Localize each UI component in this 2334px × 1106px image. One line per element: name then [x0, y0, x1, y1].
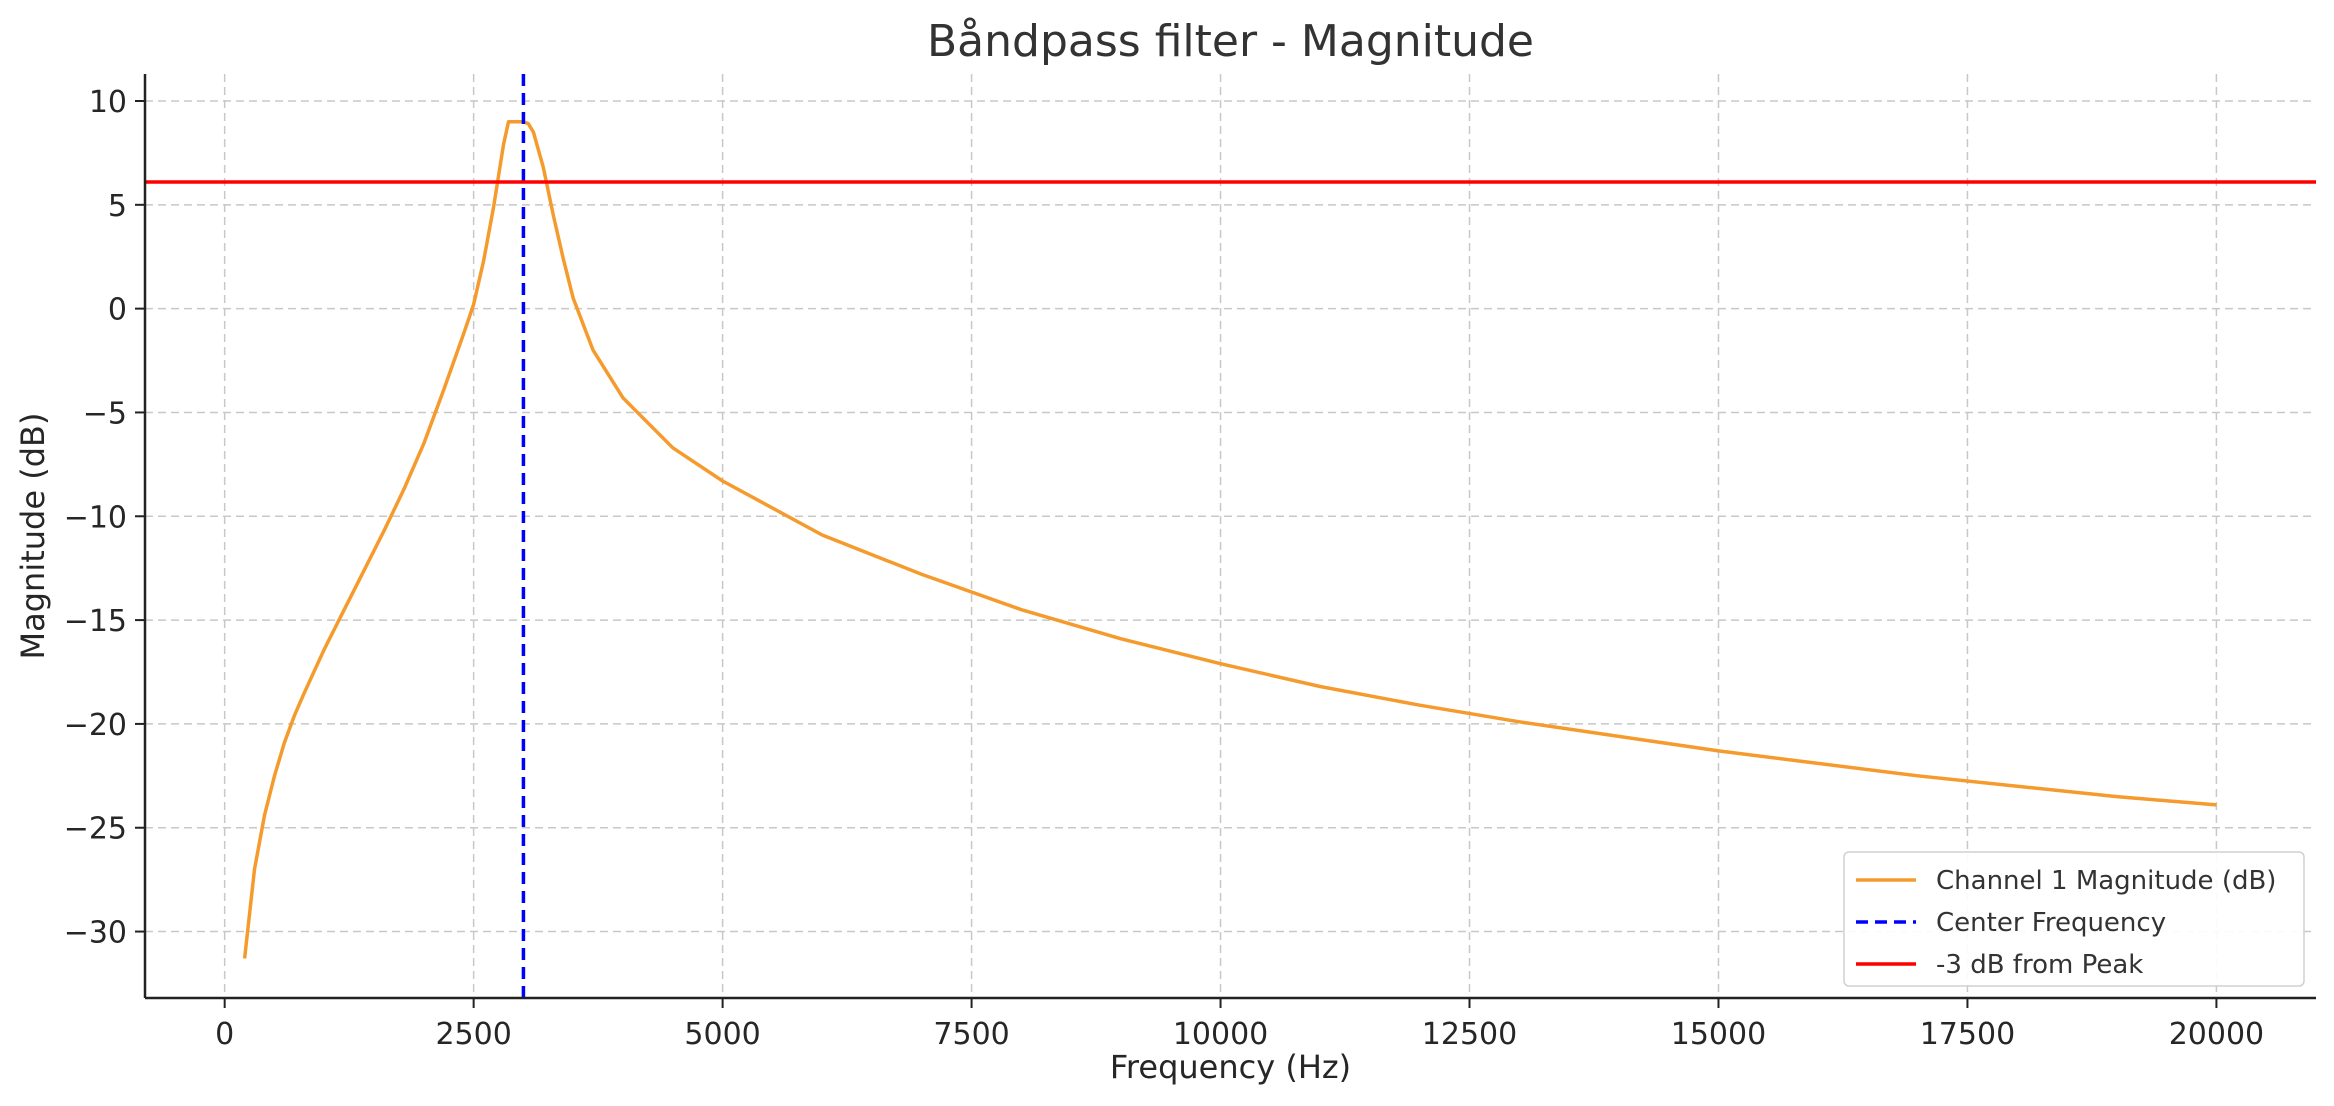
x-tick-label: 2500	[435, 1017, 511, 1052]
y-tick-label: 10	[89, 85, 127, 120]
y-tick-label: 5	[108, 189, 127, 224]
y-tick-label: −15	[64, 604, 127, 639]
y-axis-label: Magnitude (dB)	[14, 413, 52, 660]
legend-label: Channel 1 Magnitude (dB)	[1936, 866, 2276, 896]
y-tick-label: −5	[83, 396, 127, 431]
x-tick-label: 10000	[1173, 1017, 1268, 1052]
x-tick-label: 20000	[2169, 1017, 2264, 1052]
y-tick-label: 0	[108, 293, 127, 328]
y-tick-label: −20	[64, 708, 127, 743]
x-tick-label: 7500	[933, 1017, 1009, 1052]
plot-lines	[145, 74, 2316, 998]
legend-label: -3 dB from Peak	[1936, 950, 2143, 980]
channel-1-magnitude-line	[242, 120, 2217, 959]
legend: Channel 1 Magnitude (dB) Center Frequency…	[1843, 851, 2305, 987]
grid	[145, 74, 2316, 998]
legend-box	[1843, 851, 2305, 987]
x-tick-label: 17500	[1920, 1017, 2015, 1052]
y-tick-label: −10	[64, 500, 127, 535]
x-tick-label: 0	[215, 1017, 234, 1052]
legend-label: Center Frequency	[1936, 908, 2166, 938]
x-axis-label: Frequency (Hz)	[1110, 1048, 1351, 1086]
x-tick-label: 5000	[684, 1017, 760, 1052]
chart-title: Båndpass filter - Magnitude	[927, 16, 1534, 67]
axes: 0 2500 5000 7500 10000 12500 15000 17500 20000 10…	[64, 74, 2316, 1052]
y-tick-label: −25	[64, 812, 127, 847]
x-tick-label: 12500	[1422, 1017, 1517, 1052]
y-tick-label: −30	[64, 916, 127, 951]
x-tick-label: 15000	[1671, 1017, 1766, 1052]
